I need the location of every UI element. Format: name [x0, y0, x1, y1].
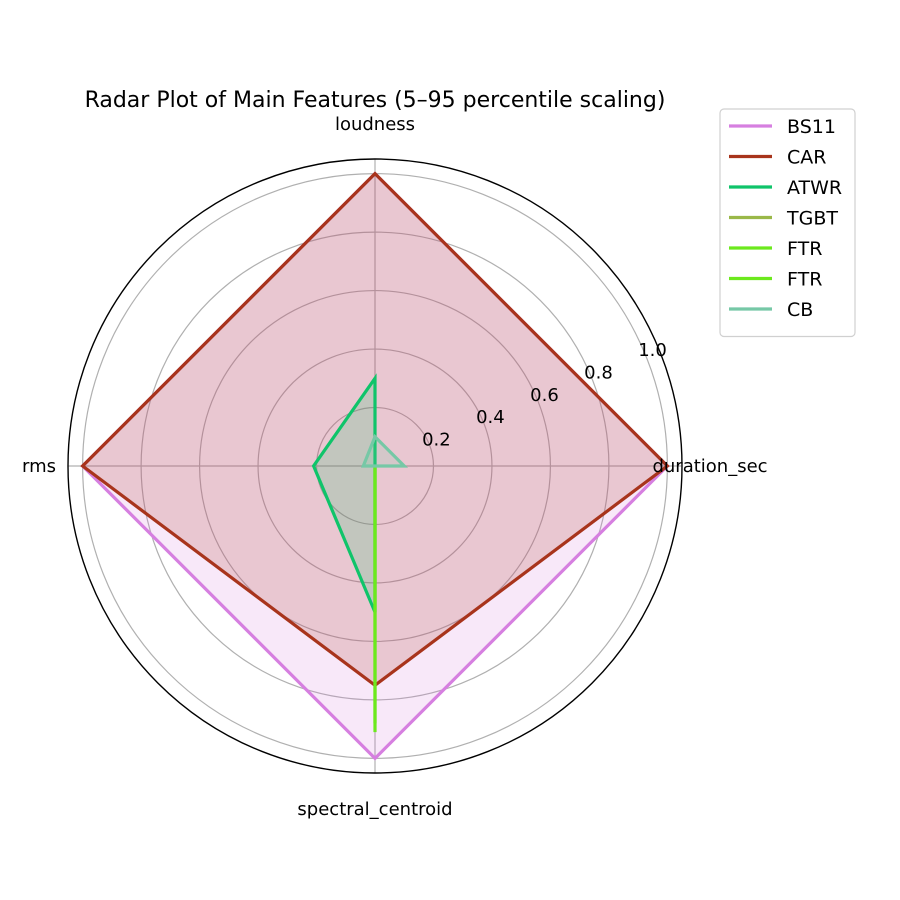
chart-title: Radar Plot of Main Features (5–95 percen…	[85, 88, 666, 113]
r-tick-label: 1.0	[638, 340, 667, 361]
r-tick-label: 0.2	[422, 430, 451, 451]
radar-labels: 0.2 0.4 0.6 0.8 1.0 duration_sec loudness rms sp…	[22, 114, 768, 820]
axis-label-spectral_centroid: spectral_centroid	[297, 799, 452, 820]
axis-label-loudness: loudness	[335, 114, 415, 135]
radar-series	[80, 171, 670, 761]
legend-label-ftr-5: FTR	[787, 269, 822, 291]
legend-label-bs11-0: BS11	[787, 116, 836, 138]
r-tick-label: 0.6	[530, 385, 559, 406]
legend-label-atwr-2: ATWR	[787, 177, 842, 199]
series-cb-6	[360, 433, 409, 468]
legend-label-cb-6: CB	[787, 299, 813, 321]
legend: BS11 CAR ATWR TGBT FTR FTR CB	[719, 108, 856, 338]
legend-label-tgbt-3: TGBT	[786, 208, 838, 230]
legend-label-car-1: CAR	[787, 147, 826, 169]
axis-label-duration_sec: duration_sec	[652, 456, 767, 477]
r-tick-label: 0.4	[476, 407, 505, 428]
polar-frame	[67, 158, 683, 774]
r-tick-label: 0.8	[584, 362, 613, 383]
axis-label-rms: rms	[22, 456, 56, 477]
legend-label-ftr-4: FTR	[787, 238, 822, 260]
